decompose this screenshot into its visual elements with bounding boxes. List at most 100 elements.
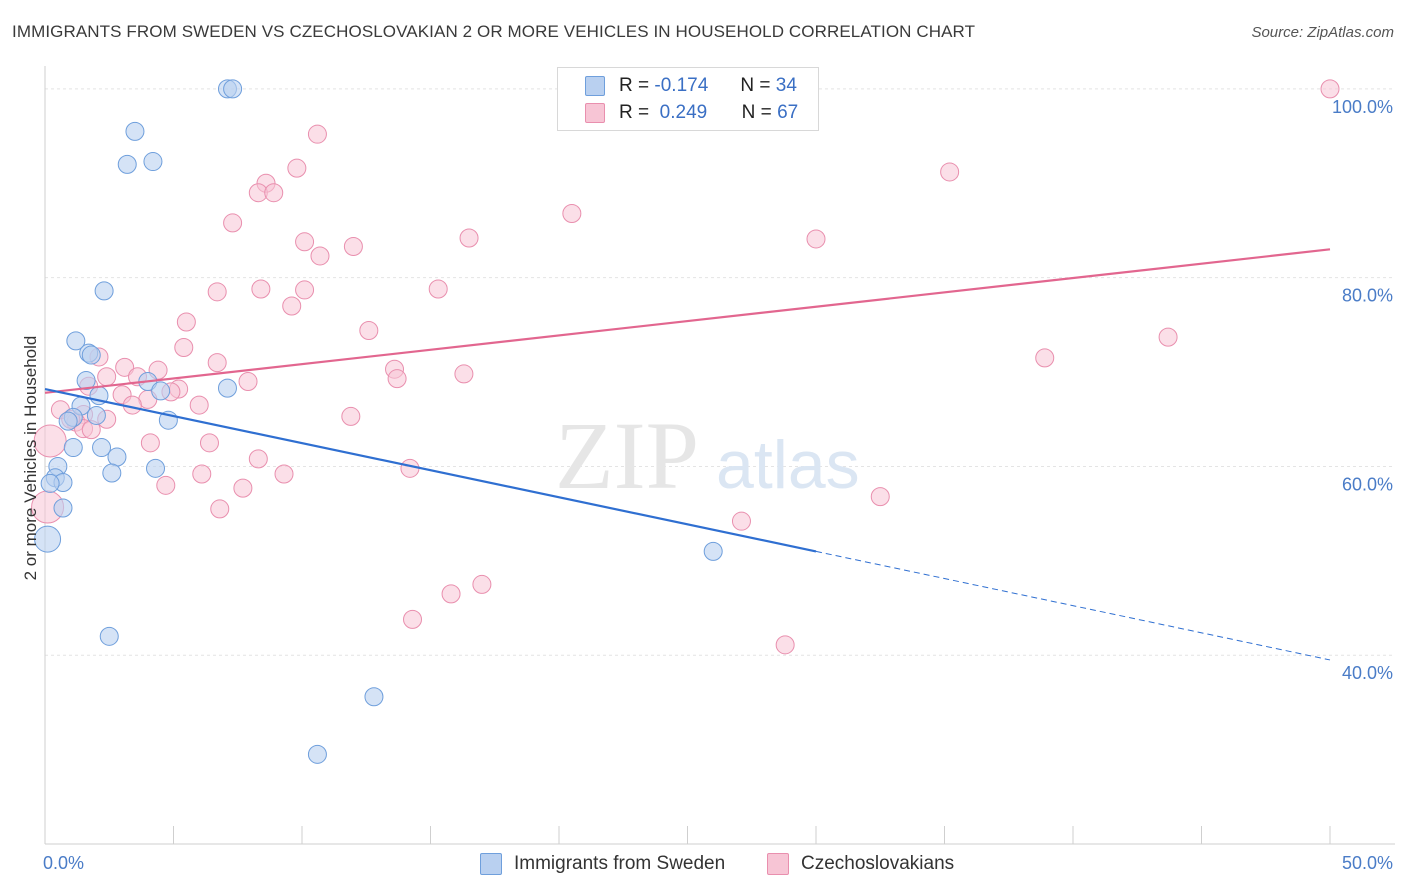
point-czechoslovakians (210, 499, 230, 519)
point-czechoslovakians (341, 406, 361, 426)
legend-n-label: N = (740, 75, 771, 96)
trend-line-czechoslovakians (44, 248, 1331, 394)
point-immigrants-from-sweden (40, 473, 60, 493)
point-czechoslovakians (359, 321, 379, 341)
tick-labels: 100.0% 80.0% 60.0% 40.0% 0.0% 50.0% (43, 97, 1393, 873)
point-immigrants-from-sweden (34, 525, 62, 553)
point-immigrants-from-sweden (92, 438, 112, 458)
y-tick-label: 60.0% (1342, 474, 1393, 494)
x-tick-label: 0.0% (43, 853, 84, 873)
x-tick-label: 50.0% (1342, 853, 1393, 873)
legend-item-czech: Czechoslovakians (767, 851, 954, 877)
point-czechoslovakians (562, 203, 582, 223)
point-immigrants-from-sweden (94, 281, 114, 301)
legend-label-czech: Czechoslovakians (801, 853, 955, 874)
point-immigrants-from-sweden (53, 498, 73, 518)
point-czechoslovakians (472, 574, 492, 594)
stats-legend: R = -0.174 N = 34 R = 0.249 N = 67 (557, 67, 819, 131)
legend-n-value: 34 (775, 75, 797, 96)
watermark: ZIP atlas (555, 402, 860, 509)
legend-swatch-blue (585, 76, 605, 96)
chart-source: Source: ZipAtlas.com (1251, 24, 1394, 41)
chart-title: IMMIGRANTS FROM SWEDEN VS CZECHOSLOVAKIA… (12, 22, 976, 41)
point-czechoslovakians (441, 584, 461, 604)
point-czechoslovakians (192, 464, 212, 484)
point-immigrants-from-sweden (307, 744, 327, 764)
point-czechoslovakians (140, 433, 160, 453)
point-immigrants-from-sweden (107, 447, 127, 467)
point-immigrants-from-sweden (146, 458, 166, 478)
point-immigrants-from-sweden (81, 345, 101, 365)
point-czechoslovakians (870, 487, 890, 507)
series-czechoslovakians (31, 79, 1340, 655)
legend-r-value: -0.174 (654, 75, 709, 96)
point-czechoslovakians (775, 635, 795, 655)
point-czechoslovakians (274, 464, 294, 484)
point-czechoslovakians (115, 357, 135, 377)
point-immigrants-from-sweden (125, 121, 145, 141)
point-immigrants-from-sweden (703, 541, 723, 561)
watermark-zip: ZIP (555, 402, 699, 509)
legend-row-czech: R = 0.249 N = 67 (585, 101, 798, 125)
point-immigrants-from-sweden (217, 378, 237, 398)
point-czechoslovakians (176, 312, 196, 332)
point-immigrants-from-sweden (66, 331, 86, 351)
point-czechoslovakians (1320, 79, 1340, 99)
point-immigrants-from-sweden (63, 438, 83, 458)
point-czechoslovakians (459, 228, 479, 248)
point-czechoslovakians (174, 338, 194, 358)
point-czechoslovakians (1158, 327, 1178, 347)
trend-line-immigrants-from-sweden (44, 387, 817, 553)
point-czechoslovakians (207, 353, 227, 373)
point-immigrants-from-sweden (223, 79, 243, 99)
point-immigrants-from-sweden (364, 687, 384, 707)
legend-r-label: R = (619, 75, 650, 96)
legend-label-sweden: Immigrants from Sweden (514, 853, 726, 874)
y-tick-label: 100.0% (1332, 97, 1393, 117)
point-czechoslovakians (251, 279, 271, 299)
point-czechoslovakians (248, 449, 268, 469)
point-immigrants-from-sweden (58, 411, 78, 431)
y-axis-label: 2 or more Vehicles in Household (21, 336, 40, 581)
point-immigrants-from-sweden (117, 154, 137, 174)
point-czechoslovakians (189, 395, 209, 415)
point-czechoslovakians (264, 183, 284, 203)
point-immigrants-from-sweden (102, 463, 122, 483)
point-czechoslovakians (343, 237, 363, 257)
point-immigrants-from-sweden (86, 405, 106, 425)
legend-r-label: R = (619, 102, 650, 123)
watermark-atlas: atlas (716, 427, 860, 503)
legend-item-sweden: Immigrants from Sweden (480, 851, 725, 877)
point-czechoslovakians (287, 158, 307, 178)
point-czechoslovakians (295, 232, 315, 252)
point-czechoslovakians (295, 280, 315, 300)
point-immigrants-from-sweden (143, 152, 163, 172)
legend-swatch-pink (585, 103, 605, 123)
trend-line-extrapolated (815, 550, 1331, 661)
point-czechoslovakians (223, 213, 243, 233)
point-czechoslovakians (403, 609, 423, 629)
point-czechoslovakians (199, 433, 219, 453)
legend-swatch-blue (480, 853, 502, 875)
point-czechoslovakians (282, 296, 302, 316)
point-czechoslovakians (1035, 348, 1055, 368)
legend-row-sweden: R = -0.174 N = 34 (585, 74, 797, 98)
point-czechoslovakians (97, 367, 117, 387)
point-czechoslovakians (940, 162, 960, 182)
legend-n-value: 67 (777, 102, 799, 123)
trend-lines (44, 248, 1331, 661)
point-czechoslovakians (33, 424, 67, 458)
point-czechoslovakians (806, 229, 826, 249)
point-immigrants-from-sweden (151, 381, 171, 401)
point-czechoslovakians (233, 478, 253, 498)
y-tick-label: 80.0% (1342, 286, 1393, 306)
point-czechoslovakians (310, 246, 330, 266)
point-czechoslovakians (428, 279, 448, 299)
point-czechoslovakians (207, 282, 227, 302)
point-czechoslovakians (156, 475, 176, 495)
legend-r-value: 0.249 (659, 102, 708, 123)
legend-n-label: N = (741, 102, 772, 123)
point-czechoslovakians (387, 369, 407, 389)
legend-swatch-pink (767, 853, 789, 875)
